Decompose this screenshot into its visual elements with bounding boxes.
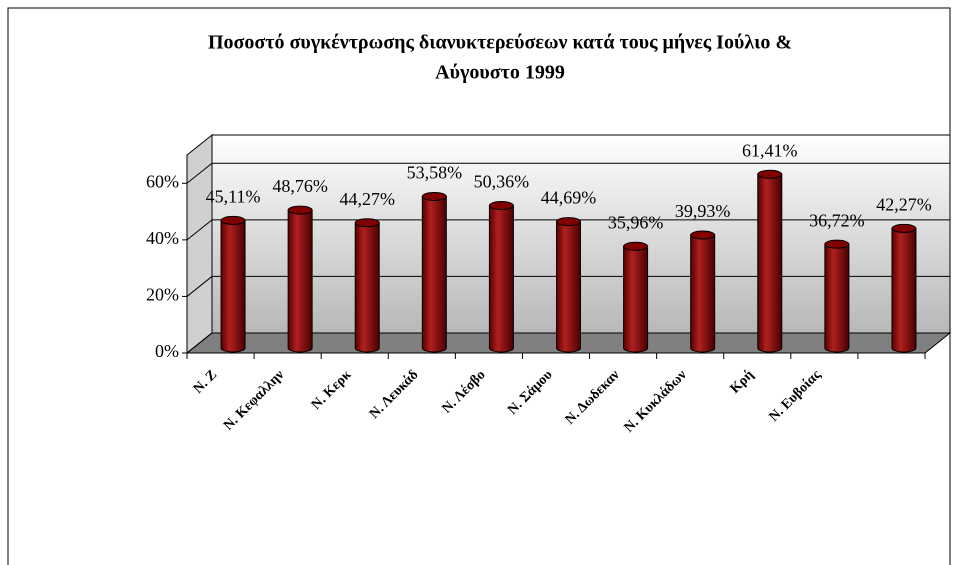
bar	[354, 218, 380, 353]
bar-body	[556, 221, 581, 353]
bar-cap	[623, 241, 649, 251]
bar-cap	[220, 215, 246, 225]
y-tick-label: 0%	[155, 341, 179, 361]
x-tick-label: Ν. Λέσβο	[439, 367, 488, 416]
bar	[556, 217, 581, 353]
value-label: 45,11%	[206, 187, 261, 207]
bar-body	[354, 222, 380, 353]
bar-body	[287, 209, 313, 353]
bar	[690, 230, 716, 353]
bar	[891, 223, 917, 353]
value-label: 39,93%	[675, 201, 731, 221]
bar	[824, 239, 850, 353]
bar	[287, 205, 313, 353]
bar	[757, 169, 783, 353]
x-tick-label: Κρή	[728, 367, 757, 396]
bar-cap	[891, 223, 917, 233]
grid-line	[186, 162, 950, 184]
grid-line	[186, 219, 950, 241]
chart-title: Αύγουστο 1999	[435, 62, 565, 84]
bar	[421, 191, 447, 353]
value-label: 36,72%	[809, 210, 865, 230]
bar-body	[421, 195, 447, 353]
bar-cap	[757, 169, 783, 179]
bar-cap	[690, 230, 716, 240]
y-tick-label: 20%	[146, 285, 179, 305]
x-tick-label: Ν. Ζ	[191, 367, 220, 396]
bar-cap	[421, 191, 447, 201]
bar-body	[757, 173, 783, 353]
bar-body	[488, 205, 514, 353]
x-tick-label: Ν. Κεφαλλην	[221, 367, 288, 434]
value-label: 44,69%	[541, 188, 597, 208]
bar-body	[220, 219, 246, 353]
value-label: 53,58%	[407, 163, 463, 183]
chart-title: Ποσοστό συγκέντρωσης διανυκτερεύσεων κατ…	[208, 32, 792, 54]
y-tick-label: 60%	[146, 171, 179, 191]
bar	[220, 215, 246, 353]
bar	[623, 241, 649, 353]
x-tick-label: Ν. Κερκ	[309, 367, 355, 413]
side-wall	[186, 133, 213, 355]
x-tick-label: Ν. Δωδεκαν	[563, 367, 624, 428]
x-tick-label: Ν. Κυκλάδων	[622, 367, 691, 436]
value-label: 44,27%	[339, 189, 395, 209]
y-tick-label: 40%	[146, 228, 179, 248]
value-label: 35,96%	[608, 212, 664, 232]
value-label: 61,41%	[742, 140, 798, 160]
bar-cap	[488, 201, 514, 211]
bar-cap	[354, 218, 380, 228]
bar-cap	[824, 239, 850, 249]
bar-body	[824, 243, 850, 353]
value-label: 42,27%	[876, 195, 932, 215]
value-label: 50,36%	[474, 172, 530, 192]
x-tick-label: Ν. Σάμου	[505, 367, 555, 417]
bar	[488, 201, 514, 353]
value-label: 48,76%	[272, 176, 328, 196]
x-tick-label: Ν. Λευκάδ	[367, 367, 422, 422]
bar-body	[623, 245, 649, 353]
x-tick-label: Ν. Ευβοίας	[767, 367, 825, 425]
bar-body	[690, 234, 716, 353]
bar-cap	[287, 205, 313, 215]
bar-body	[891, 227, 917, 353]
bar-cap	[556, 217, 581, 227]
